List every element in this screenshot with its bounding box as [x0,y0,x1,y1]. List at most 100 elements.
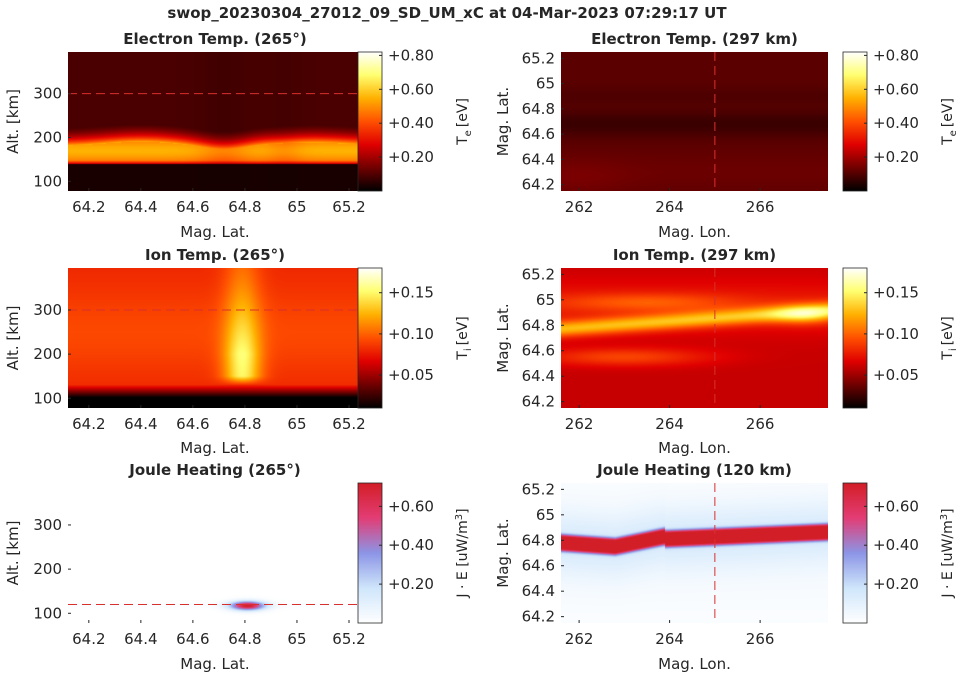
y-tick-label: 100 [33,172,62,190]
colorbar-tick-label: +0.40 [873,114,919,132]
x-tick-label: 64.8 [228,630,261,648]
heatmap-ti_alt [68,268,362,408]
colorbar-label-subscript: i [948,348,959,351]
colorbar-label-unit: [eV] [455,98,471,127]
y-tick-label: 64.4 [522,367,555,385]
x-axis-label: Mag. Lat. [180,223,249,241]
panel-jh_map: Joule Heating (120 km) 262 264 266 64.2 64.4 6… [494,461,956,673]
colorbar-tick-label: +0.40 [388,536,434,554]
colorbar-label-unit: [eV] [940,316,956,345]
colorbar-label: Ti [eV] [940,316,959,360]
x-tick-label: 65.2 [332,198,365,216]
figure-suptitle: swop_20230304_27012_09_SD_UM_xC at 04-Ma… [167,4,727,22]
colorbar-frame [842,482,868,624]
x-tick-label: 64.4 [124,198,157,216]
colorbar-label-superscript: 3 [454,514,465,520]
x-tick-label: 64.4 [124,630,157,648]
colorbar-label-superscript: 3 [939,514,950,520]
x-tick-label: 262 [565,630,594,648]
y-axis-label: Alt. [km] [4,89,22,154]
colorbar-label: Ti [eV] [455,316,474,360]
panel-ti_map: Ion Temp. (297 km) 262 264 266 64.2 64.4 64.6 6… [494,246,959,457]
x-axis-label: Mag. Lon. [658,655,731,673]
x-tick-label: 64.4 [124,415,157,433]
heatmap-jh_map [561,483,828,623]
x-tick-label: 65 [287,415,306,433]
y-tick-label: 64.4 [522,150,555,168]
colorbar-tick-label: +0.80 [873,46,919,64]
heatmap-te_alt [68,52,362,191]
colorbar-frame [842,267,868,409]
y-tick-label: 65.2 [522,49,555,67]
y-axis-label: Alt. [km] [4,306,22,371]
colorbar-label-main: T [455,136,471,146]
y-tick-label: 200 [33,345,62,363]
colorbar-label-subscript: e [463,130,474,136]
panel-title: Ion Temp. (297 km) [613,246,776,264]
colorbar-label-main: T [940,136,956,146]
colorbar-label-main: T [455,351,471,361]
y-tick-label: 300 [33,85,62,103]
colorbar-frame [357,482,383,624]
colorbar-label-main: T [940,351,956,361]
x-tick-label: 262 [565,415,594,433]
y-tick-label: 100 [33,604,62,622]
y-tick-label: 300 [33,516,62,534]
panel-ti_alt: Ion Temp. (265°) 64.2 64.4 64.6 64.8 65 65.2 10… [4,246,474,457]
colorbar-frame [357,51,383,192]
x-axis-label: Mag. Lon. [658,223,731,241]
y-tick-label: 64.6 [522,125,555,143]
colorbar-tick-label: +0.15 [873,284,919,302]
colorbar-ti_alt [358,268,382,408]
colorbar-tick-label: +0.20 [388,575,434,593]
y-axis-label: Mag. Lat. [494,518,512,587]
x-tick-label: 64.2 [72,415,105,433]
panel-jh_alt: Joule Heating (265°) 64.2 64.4 64.6 64.8 65 65… [4,461,471,673]
y-axis-label: Mag. Lat. [494,87,512,156]
colorbar-tick-label: +0.20 [873,575,919,593]
heatmap-jh_alt [68,483,362,623]
colorbar-label-subscript: e [948,130,959,136]
x-tick-label: 64.8 [228,198,261,216]
colorbar-frame [357,267,383,409]
colorbar-label: J · E [uW/m3] [454,508,471,598]
y-tick-label: 64.2 [522,393,555,411]
y-tick-label: 64.2 [522,176,555,194]
x-tick-label: 64.2 [72,630,105,648]
panel-title: Electron Temp. (297 km) [591,30,798,48]
colorbar-tick-label: +0.10 [388,325,434,343]
y-tick-label: 300 [33,301,62,319]
y-tick-label: 65 [536,75,555,93]
colorbar-label: J · E [uW/m3] [939,508,956,598]
x-tick-label: 65 [287,198,306,216]
colorbar-ti_map [843,268,867,408]
colorbar-frame [842,51,868,192]
y-tick-label: 64.8 [522,100,555,118]
y-tick-label: 200 [33,129,62,147]
y-tick-label: 65 [536,291,555,309]
colorbar-tick-label: +0.40 [873,536,919,554]
x-tick-label: 64.2 [72,198,105,216]
colorbar-label-unit: [eV] [940,98,956,127]
y-axis-label: Mag. Lat. [494,303,512,372]
x-tick-label: 262 [565,198,594,216]
y-tick-label: 65 [536,506,555,524]
colorbar-tick-label: +0.60 [388,497,434,515]
x-tick-label: 264 [655,630,684,648]
y-tick-label: 64.4 [522,582,555,600]
y-tick-label: 200 [33,560,62,578]
y-tick-label: 64.6 [522,557,555,575]
x-axis-label: Mag. Lat. [180,439,249,457]
colorbar-tick-label: +0.60 [388,80,434,98]
colorbar-te_alt [358,52,382,191]
colorbar-tick-label: +0.60 [873,497,919,515]
y-tick-label: 64.2 [522,608,555,626]
colorbar-label: Te [eV] [455,98,474,146]
y-axis-label: Alt. [km] [4,521,22,586]
x-tick-label: 266 [746,630,775,648]
x-tick-label: 64.6 [176,630,209,648]
heatmap-te_map [561,52,828,191]
colorbar-label: Te [eV] [940,98,959,146]
colorbar-label-unit: ] [940,508,956,513]
